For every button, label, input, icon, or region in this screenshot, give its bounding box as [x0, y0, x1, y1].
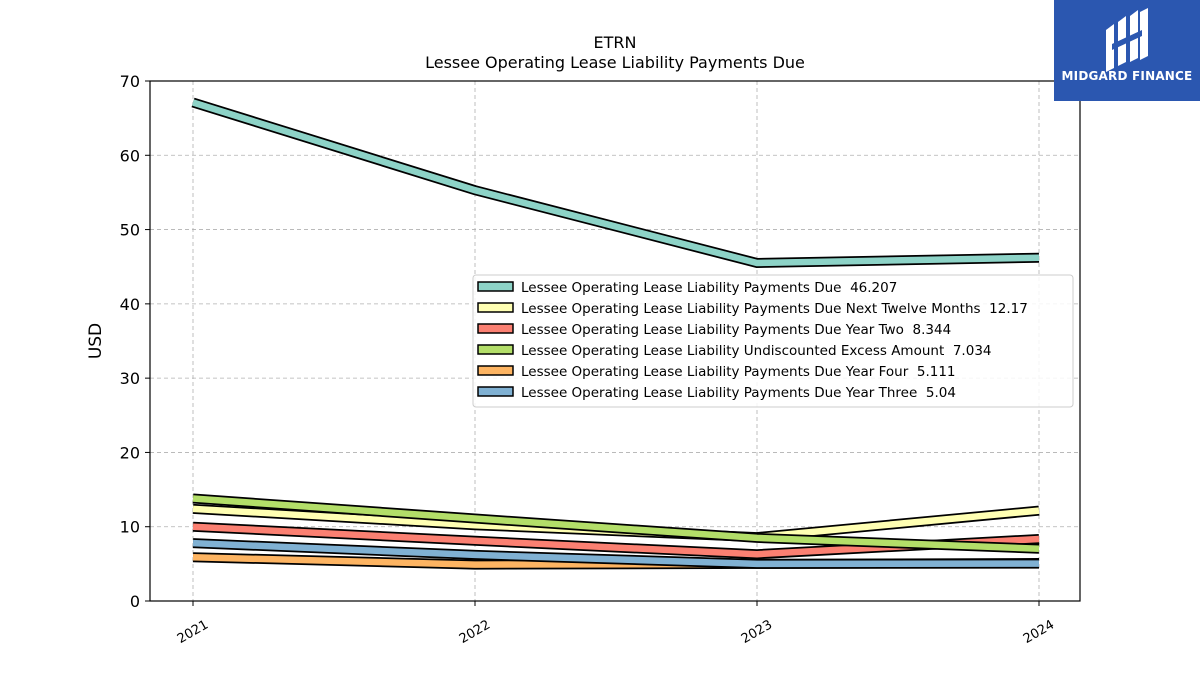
series-5-line [192, 538, 1040, 569]
legend-box [472, 274, 1074, 408]
legend-series-value: 8.344 [913, 322, 952, 338]
legend-series-value: 5.04 [926, 385, 956, 401]
y-tick-label: 0 [130, 592, 140, 611]
series-line-stroke [192, 495, 1040, 552]
legend: Lessee Operating Lease Liability Payment… [472, 274, 1074, 408]
legend-swatch [477, 323, 514, 334]
legend-label: Lessee Operating Lease Liability Payment… [521, 322, 951, 338]
series-line-stroke [192, 539, 1040, 568]
logo-text: MIDGARD FINANCE [1061, 69, 1193, 83]
y-tick-label: 50 [120, 221, 140, 240]
series-0-line [191, 97, 1040, 269]
legend-series-name: Lessee Operating Lease Liability Payment… [521, 280, 841, 296]
midgard-logo-icon [1106, 8, 1148, 72]
plot-frame [149, 80, 1081, 602]
legend-series-value: 46.207 [850, 280, 897, 296]
series-line-stroke [192, 99, 1040, 267]
legend-series-name: Lessee Operating Lease Liability Payment… [521, 301, 981, 317]
legend-series-value: 12.17 [989, 301, 1028, 317]
series-line-outline [191, 97, 1040, 269]
y-tick-label: 70 [120, 72, 140, 91]
series-lines [191, 97, 1040, 570]
x-tick-label: 2022 [457, 617, 493, 647]
legend-label: Lessee Operating Lease Liability Payment… [521, 385, 956, 401]
legend-series-name: Lessee Operating Lease Liability Undisco… [521, 343, 944, 359]
y-axis-label: USD [86, 323, 106, 359]
legend-swatch [477, 344, 514, 355]
legend-series-name: Lessee Operating Lease Liability Payment… [521, 322, 904, 338]
legend-series-name: Lessee Operating Lease Liability Payment… [521, 364, 909, 380]
legend-swatch [477, 281, 514, 292]
legend-label: Lessee Operating Lease Liability Payment… [521, 280, 897, 296]
x-tick-label: 2023 [739, 617, 775, 647]
x-tick-label: 2021 [175, 617, 211, 647]
legend-series-value: 7.034 [953, 343, 992, 359]
legend-swatch [477, 386, 514, 397]
y-tick-label: 10 [120, 518, 140, 537]
series-3-line [192, 493, 1040, 554]
legend-label: Lessee Operating Lease Liability Payment… [521, 301, 1028, 317]
y-tick-label: 40 [120, 295, 140, 314]
legend-swatch [477, 365, 514, 376]
legend-label: Lessee Operating Lease Liability Payment… [521, 364, 956, 380]
legend-series-name: Lessee Operating Lease Liability Payment… [521, 385, 917, 401]
y-tick-label: 20 [120, 443, 140, 462]
legend-swatch [477, 302, 514, 313]
y-tick-label: 60 [120, 146, 140, 165]
y-tick-label: 30 [120, 369, 140, 388]
chart-title: ETRN [594, 33, 637, 52]
legend-series-value: 5.111 [917, 364, 956, 380]
x-tick-label: 2024 [1021, 617, 1057, 647]
legend-label: Lessee Operating Lease Liability Undisco… [521, 343, 992, 359]
chart-subtitle: Lessee Operating Lease Liability Payment… [425, 53, 805, 72]
midgard-finance-logo: MIDGARD FINANCE [1054, 0, 1200, 101]
